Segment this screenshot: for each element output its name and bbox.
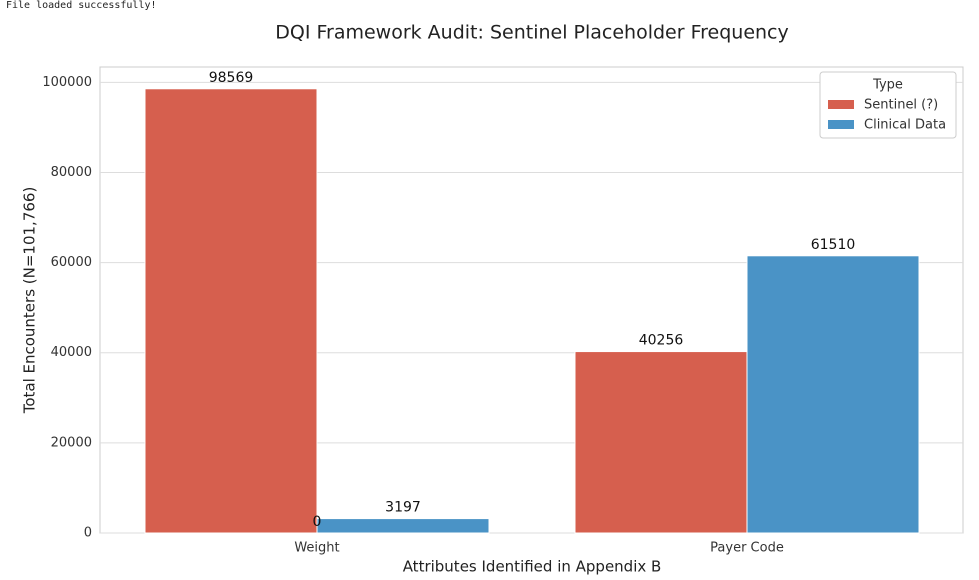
y-tick-label: 0 <box>84 526 92 541</box>
legend-swatch <box>828 120 854 129</box>
legend-label: Clinical Data <box>864 118 946 133</box>
value-label: 98569 <box>209 70 254 86</box>
legend-title: Type <box>872 78 903 93</box>
bar <box>746 255 920 534</box>
value-label: 40256 <box>639 333 684 349</box>
x-tick-label: Weight <box>294 541 339 556</box>
chart-title: DQI Framework Audit: Sentinel Placeholde… <box>275 22 789 44</box>
legend: Type Sentinel (?) Clinical Data <box>819 71 957 139</box>
y-tick-label: 20000 <box>51 435 92 450</box>
value-label: 0 <box>313 514 322 530</box>
legend-swatch <box>828 100 854 109</box>
y-tick-label: 100000 <box>42 75 92 90</box>
y-axis-label: Total Encounters (N=101,766) <box>21 187 39 415</box>
value-label: 3197 <box>385 500 421 516</box>
y-tick-label: 60000 <box>51 255 92 270</box>
console-output: File loaded successfully! <box>6 0 157 11</box>
bar <box>316 518 490 534</box>
y-tick-label: 40000 <box>51 345 92 360</box>
value-label: 61510 <box>811 237 856 253</box>
x-tick-label: Payer Code <box>710 541 784 556</box>
bar <box>144 88 318 534</box>
legend-label: Sentinel (?) <box>864 98 938 113</box>
y-tick-label: 80000 <box>51 165 92 180</box>
bar <box>574 351 748 534</box>
x-axis-label: Attributes Identified in Appendix B <box>403 558 662 576</box>
